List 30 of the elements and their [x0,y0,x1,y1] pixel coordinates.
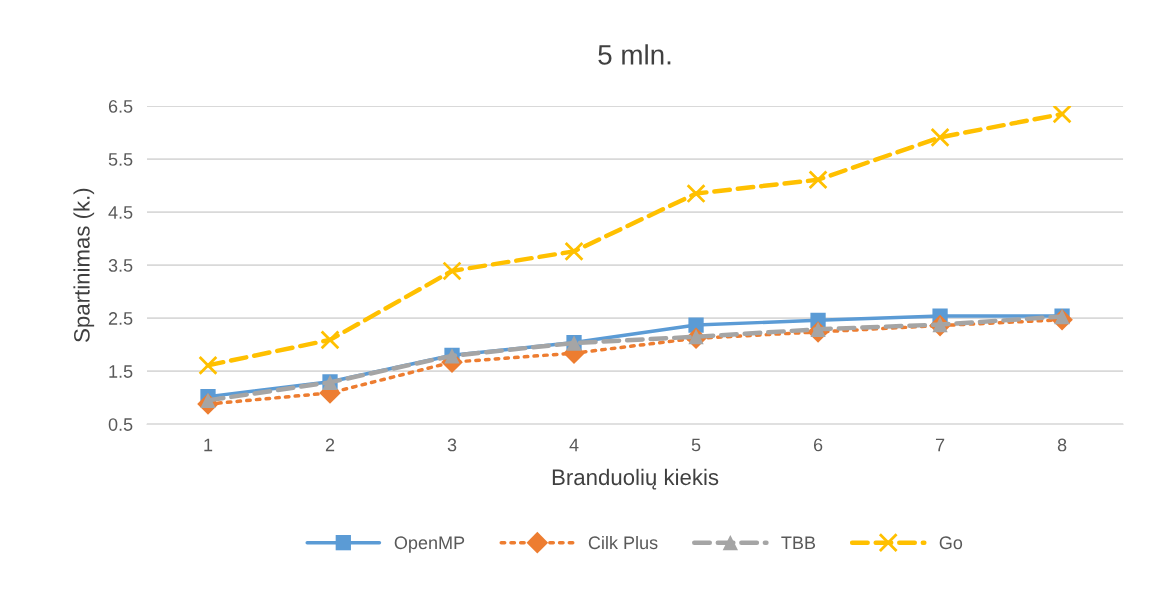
legend-label: Cilk Plus [588,535,658,550]
point [564,241,584,262]
y-tick-label: 1.5 [109,365,133,378]
legend-label: OpenMP [394,536,465,553]
point [198,355,218,376]
y-tick-label: 0.5 [108,418,133,431]
y-tick-label: 4.5 [108,206,133,219]
point [808,170,828,190]
y-tick-label: 2.5 [108,312,133,325]
x-tick-label: 4 [569,438,579,452]
x-tick-label: 1 [204,438,213,452]
x-axis-title: Branduolių kiekis [552,468,719,490]
x-tick-label: 5 [691,438,701,452]
x-tick-label: 3 [447,438,457,452]
chart-title: 5 mln. [598,44,671,65]
point [442,261,462,281]
x-tick-label: 8 [1057,438,1067,452]
y-axis-title: Spartinimas (k.) [73,188,95,342]
legend-label: Go [939,536,963,550]
y-tick-label: 6.5 [108,99,133,113]
point [320,330,340,350]
y-tick-label: 3.5 [108,259,133,272]
x-tick-label: 7 [935,438,945,452]
point [930,127,950,148]
y-tick-label: 5.5 [108,153,133,166]
x-tick-label: 6 [813,438,823,452]
legend-label: TBB [781,536,816,549]
x-tick-label: 2 [325,438,335,452]
point [1052,106,1072,124]
point [686,183,706,204]
